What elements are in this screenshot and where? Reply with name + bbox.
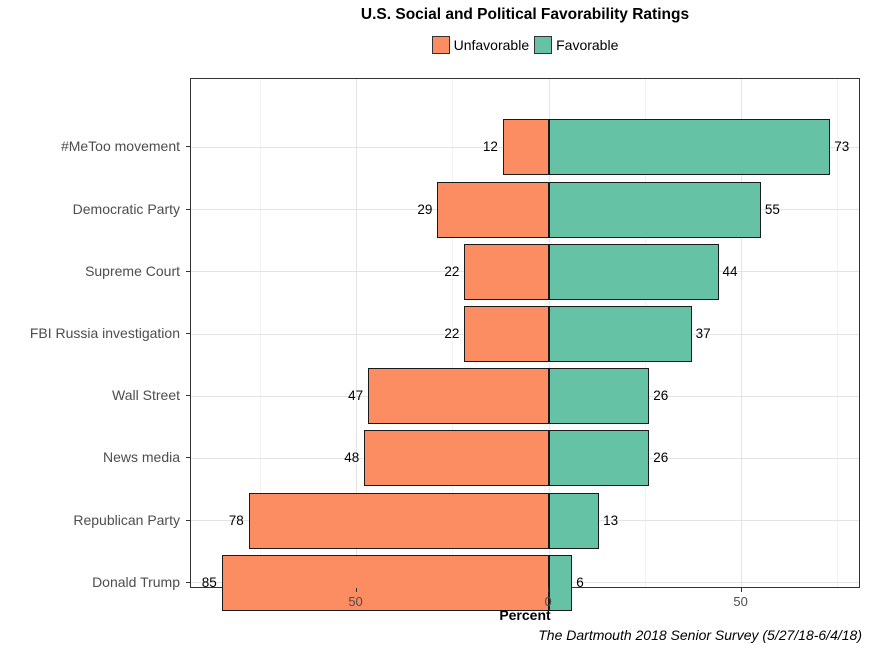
- chart-title: U.S. Social and Political Favorability R…: [360, 6, 690, 23]
- value-label-unfavorable: 12: [482, 139, 498, 155]
- bar-unfavorable: [437, 181, 550, 238]
- bar-favorable: [549, 306, 692, 362]
- bar-unfavorable: [248, 492, 550, 549]
- category-label: #MeToo movement: [60, 138, 180, 155]
- value-label-unfavorable: 22: [444, 326, 460, 341]
- major-gridline: [356, 79, 358, 587]
- bar-favorable: [549, 119, 831, 176]
- bar-favorable: [549, 368, 650, 425]
- favorable-swatch-icon: [534, 36, 553, 54]
- category-label: FBI Russia investigation: [29, 325, 180, 341]
- chart-legend: Unfavorable Favorable: [190, 36, 860, 54]
- value-label-favorable: 44: [722, 263, 738, 279]
- value-label-unfavorable: 47: [348, 388, 364, 404]
- value-label-unfavorable: 22: [444, 263, 460, 279]
- x-tick-label: 50: [348, 594, 363, 609]
- unfavorable-swatch-icon: [431, 36, 450, 54]
- bar-unfavorable: [368, 368, 550, 425]
- minor-gridline: [837, 79, 839, 587]
- x-tick-label: 0: [544, 594, 552, 609]
- value-label-unfavorable: 85: [201, 574, 217, 590]
- value-label-favorable: 26: [653, 388, 669, 404]
- bar-favorable: [549, 430, 650, 487]
- bar-unfavorable: [364, 430, 550, 487]
- bar-favorable: [549, 181, 761, 238]
- category-label: News media: [102, 449, 180, 466]
- bar-unfavorable: [221, 554, 550, 611]
- value-label-favorable: 37: [695, 326, 711, 341]
- x-tick-mark: [740, 588, 742, 592]
- category-label: Donald Trump: [92, 573, 180, 590]
- bar-favorable: [549, 554, 573, 611]
- category-label: Republican Party: [73, 511, 180, 528]
- value-label-favorable: 55: [764, 201, 780, 217]
- y-tick-mark: [186, 146, 190, 148]
- x-axis-title: Percent: [499, 607, 551, 623]
- bar-unfavorable: [502, 119, 550, 176]
- legend-label-favorable: Favorable: [556, 37, 619, 53]
- y-tick-mark: [186, 270, 190, 272]
- major-gridline: [741, 79, 743, 587]
- category-label: Wall Street: [112, 387, 180, 404]
- category-label: Supreme Court: [85, 262, 180, 279]
- category-label: Democratic Party: [72, 200, 180, 217]
- x-tick-mark: [548, 588, 550, 592]
- value-label-favorable: 73: [834, 139, 850, 155]
- value-label-favorable: 13: [603, 512, 619, 528]
- value-label-unfavorable: 78: [228, 512, 244, 528]
- y-tick-mark: [186, 519, 190, 521]
- legend-item-favorable: Favorable: [534, 36, 618, 54]
- legend-label-unfavorable: Unfavorable: [453, 37, 530, 53]
- value-label-unfavorable: 48: [344, 450, 360, 466]
- y-tick-mark: [186, 581, 190, 583]
- value-label-unfavorable: 29: [417, 201, 433, 217]
- x-tick-label: 50: [733, 594, 748, 609]
- source-caption: The Dartmouth 2018 Senior Survey (5/27/1…: [538, 627, 862, 643]
- value-label-favorable: 26: [653, 450, 669, 466]
- legend-item-unfavorable: Unfavorable: [431, 36, 530, 54]
- bar-unfavorable: [464, 306, 550, 362]
- y-tick-mark: [186, 395, 190, 397]
- y-tick-mark: [186, 333, 190, 334]
- minor-gridline: [259, 79, 261, 587]
- minor-gridline: [452, 79, 454, 587]
- y-tick-mark: [186, 457, 190, 459]
- plot-panel: 12 73 29 55 22 44 22 37 47 26 48 26 78 13 85 6: [190, 78, 860, 611]
- value-label-favorable: 6: [576, 574, 584, 590]
- bar-favorable: [549, 243, 719, 300]
- bar-unfavorable: [464, 243, 550, 300]
- x-tick-mark: [355, 588, 357, 592]
- y-tick-mark: [186, 208, 190, 210]
- bar-favorable: [549, 492, 600, 549]
